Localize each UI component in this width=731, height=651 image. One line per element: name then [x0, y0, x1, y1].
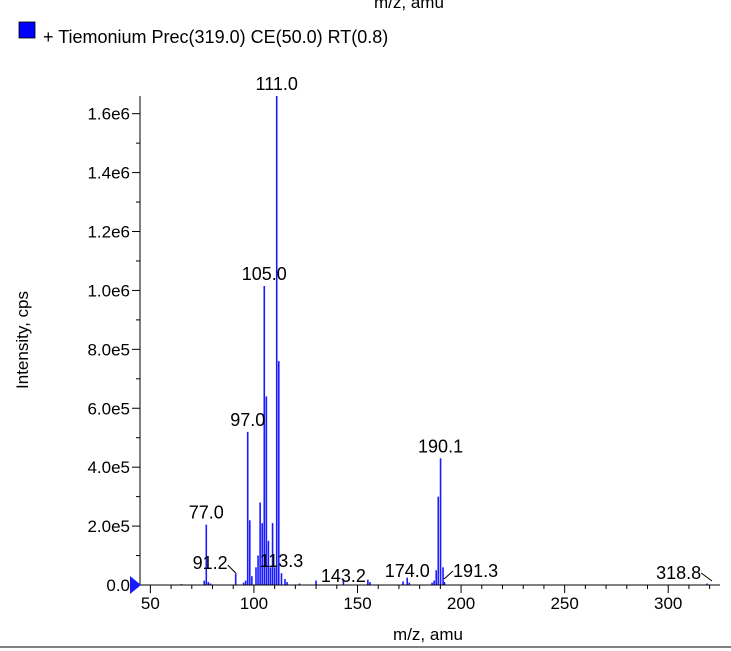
y-axis-ticks: 0.0 2.0e5 4.0e5 6.0e5 8.0e5 1.0e6 1.2e6 1.4e6 1.…: [87, 105, 140, 595]
y-tick-label: 2.0e5: [87, 517, 130, 536]
peak-label: 111.0: [256, 74, 298, 94]
x-tick-label: 50: [141, 594, 160, 613]
x-tick-label: 300: [654, 594, 682, 613]
y-tick-label: 6.0e5: [87, 399, 130, 418]
peak-label: 105.0: [242, 264, 287, 284]
y-tick-label: 1.6e6: [87, 105, 130, 124]
peak-label: 143.2: [321, 566, 366, 586]
annotation-leader-line: [443, 570, 454, 580]
y-tick-label: 1.4e6: [87, 164, 130, 183]
x-tick-label: 100: [240, 594, 268, 613]
legend-label: + Tiemonium Prec(319.0) CE(50.0) RT(0.8): [43, 27, 388, 47]
legend-swatch: [18, 21, 36, 39]
threshold-marker: [130, 576, 141, 594]
x-axis-title: m/z, amu: [393, 625, 463, 644]
x-tick-label: 200: [447, 594, 475, 613]
annotation-leader-line: [700, 572, 713, 582]
peak-label: 113.3: [260, 551, 304, 571]
peak-label: 191.3: [453, 561, 498, 581]
y-tick-label: 4.0e5: [87, 458, 130, 477]
peak-label: 190.1: [418, 436, 463, 456]
peak-annotations: 111.0 105.0 97.0 190.1 77.0 91.2 113.3 143.2 174…: [189, 74, 713, 586]
peak-label: 91.2: [193, 553, 228, 573]
legend: + Tiemonium Prec(319.0) CE(50.0) RT(0.8): [18, 21, 388, 47]
annotation-leader-line: [227, 564, 237, 574]
y-tick-label: 8.0e5: [87, 340, 130, 359]
y-tick-label: 1.0e6: [87, 281, 130, 300]
y-axis-title: Intensity, cps: [13, 291, 32, 389]
peak-label: 318.8: [656, 563, 701, 583]
header-fragment: m/z, amu: [374, 0, 444, 12]
y-tick-label: 0.0: [106, 576, 130, 595]
x-axis-ticks: 50 100 150 200 250 300: [141, 585, 711, 613]
x-tick-label: 150: [343, 594, 371, 613]
peak-label: 174.0: [385, 561, 430, 581]
peak-label: 77.0: [189, 503, 224, 523]
spectrum-peaks: [180, 96, 708, 585]
peak-label: 97.0: [230, 410, 265, 430]
y-tick-label: 1.2e6: [87, 223, 130, 242]
x-tick-label: 250: [550, 594, 578, 613]
